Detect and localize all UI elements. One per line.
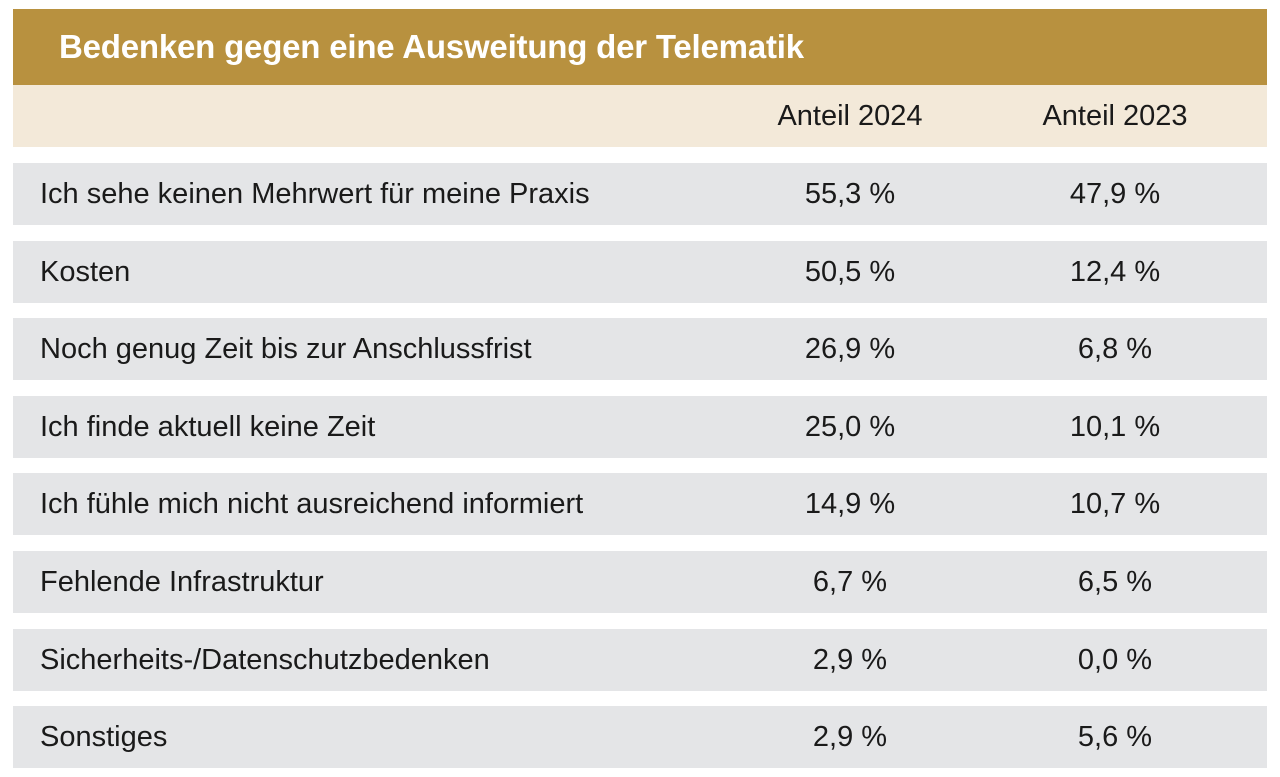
value-2023: 5,6 % [1077, 721, 1153, 754]
table-row: Ich sehe keinen Mehrwert für meine Praxi… [13, 163, 1267, 225]
row-label: Ich fühle mich nicht ausreichend informi… [40, 488, 584, 521]
value-2024: 50,5 % [804, 255, 896, 288]
table-row: Ich finde aktuell keine Zeit 25,0 % 10,1 % [13, 395, 1267, 458]
row-label: Sonstiges [40, 721, 168, 754]
value-2024: 2,9 % [812, 721, 888, 754]
table-row: Kosten 50,5 % 12,4 % [13, 240, 1267, 303]
table-row: Sicherheits-/Datenschutzbedenken 2,9 % 0,0… [13, 628, 1267, 691]
table-title: Bedenken gegen eine Ausweitung der Telem… [59, 28, 804, 65]
table-row: Noch genug Zeit bis zur Anschlussfrist 26… [13, 318, 1267, 381]
concerns-table: Bedenken gegen eine Ausweitung der Telem… [13, 9, 1267, 769]
table-body: Ich sehe keinen Mehrwert für meine Praxi… [13, 147, 1267, 769]
row-label: Ich sehe keinen Mehrwert für meine Praxi… [40, 178, 590, 210]
value-2024: 55,3 % [804, 178, 896, 210]
value-2024: 25,0 % [804, 410, 896, 443]
table-title-bar: Bedenken gegen eine Ausweitung der Telem… [13, 9, 1267, 85]
row-label: Kosten [40, 255, 131, 288]
row-label: Noch genug Zeit bis zur Anschlussfrist [40, 333, 532, 366]
row-label: Sicherheits-/Datenschutzbedenken [40, 643, 490, 676]
row-label: Ich finde aktuell keine Zeit [40, 410, 376, 443]
column-header-2024: Anteil 2024 [777, 100, 923, 132]
row-label: Fehlende Infrastruktur [40, 566, 324, 598]
value-2023: 12,4 % [1069, 255, 1161, 288]
value-2023: 10,7 % [1069, 488, 1161, 521]
table-header-row: Anteil 2024 Anteil 2023 [13, 85, 1267, 147]
value-2024: 26,9 % [804, 333, 896, 366]
value-2023: 6,5 % [1077, 566, 1153, 598]
value-2024: 6,7 % [812, 566, 888, 598]
value-2023: 47,9 % [1069, 178, 1161, 210]
value-2024: 14,9 % [804, 488, 896, 521]
table-row: Sonstiges 2,9 % 5,6 % [13, 706, 1267, 769]
table-row: Fehlende Infrastruktur 6,7 % 6,5 % [13, 551, 1267, 613]
value-2024: 2,9 % [812, 643, 888, 676]
table-row: Ich fühle mich nicht ausreichend informi… [13, 473, 1267, 536]
value-2023: 0,0 % [1077, 643, 1153, 676]
value-2023: 10,1 % [1069, 410, 1161, 443]
column-header-2023: Anteil 2023 [1042, 100, 1188, 132]
value-2023: 6,8 % [1077, 333, 1153, 366]
